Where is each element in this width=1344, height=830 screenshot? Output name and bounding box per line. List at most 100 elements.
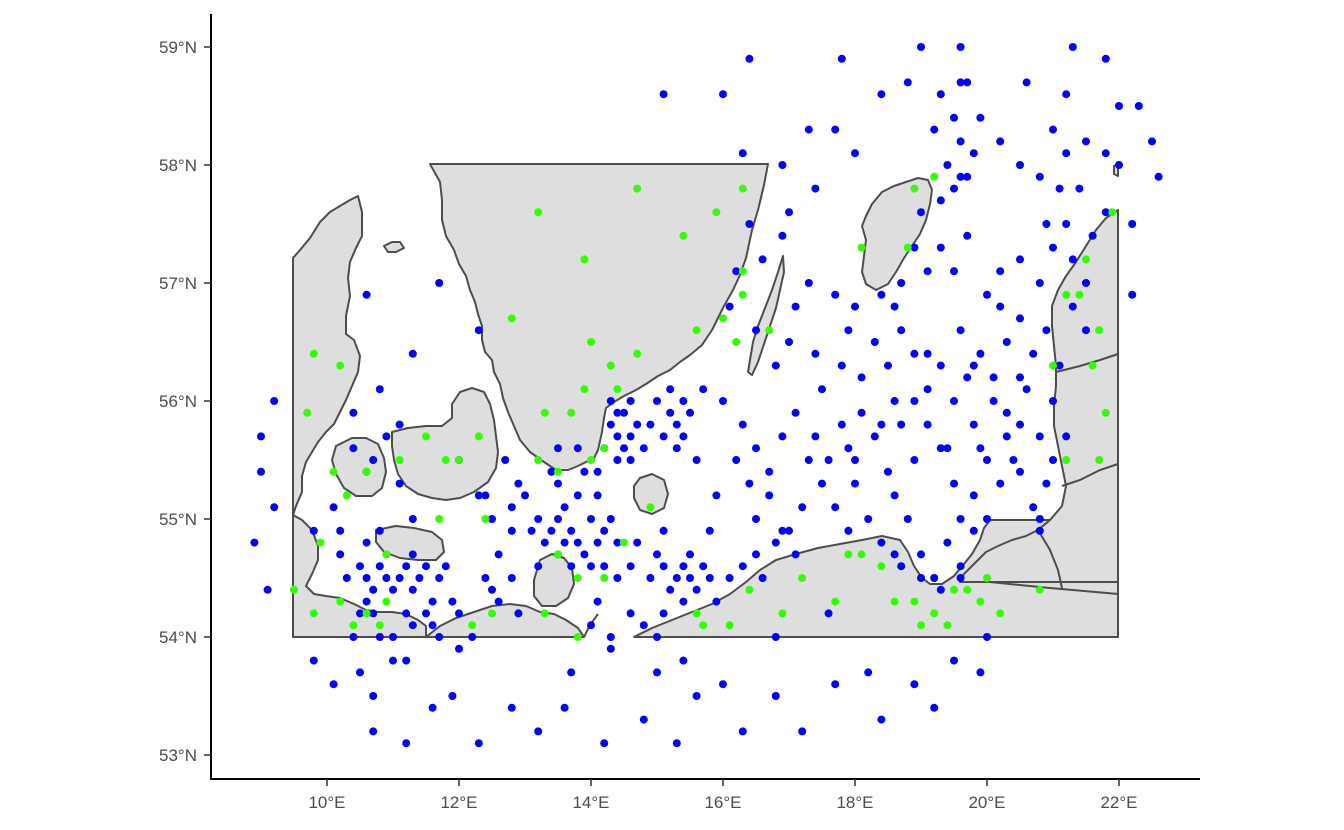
sample-point xyxy=(692,326,701,335)
sample-point xyxy=(778,432,787,441)
sample-point xyxy=(1016,255,1024,264)
sample-point xyxy=(441,562,450,571)
sample-point xyxy=(844,526,853,535)
sample-point xyxy=(1068,302,1077,311)
sample-point xyxy=(963,585,972,594)
border-latvia-lithuania-south xyxy=(1061,463,1119,487)
sample-point xyxy=(672,420,681,429)
sample-point xyxy=(897,562,906,571)
sample-point xyxy=(870,338,879,346)
sample-point xyxy=(488,515,496,523)
sample-point xyxy=(719,680,727,689)
sample-point xyxy=(468,621,477,630)
sample-point xyxy=(936,444,945,453)
sample-point xyxy=(725,621,734,630)
sample-point xyxy=(573,633,582,641)
sample-point xyxy=(923,267,932,276)
sample-point xyxy=(626,562,635,571)
sample-point xyxy=(844,444,853,453)
sample-point xyxy=(798,503,807,512)
sample-point xyxy=(1022,385,1031,394)
border-kaliningrad xyxy=(1037,529,1063,589)
sample-point xyxy=(573,538,582,547)
y-tick-label: 55°N xyxy=(159,510,197,529)
y-tick-label: 56°N xyxy=(159,392,197,411)
sample-point xyxy=(567,668,576,677)
sample-point xyxy=(771,538,780,547)
sample-point xyxy=(382,597,391,606)
sample-point xyxy=(917,574,925,582)
sample-point xyxy=(930,574,939,582)
sample-point xyxy=(890,397,899,405)
sample-point xyxy=(903,243,912,252)
sample-point xyxy=(428,703,437,712)
sample-point xyxy=(540,538,549,547)
sample-point xyxy=(956,562,965,571)
sample-point xyxy=(771,692,780,700)
sample-point xyxy=(600,444,609,453)
sample-point xyxy=(765,326,774,335)
border-kaliningrad-lithuania xyxy=(989,581,1119,595)
x-tick-label: 12°E xyxy=(440,793,477,812)
sample-point xyxy=(422,562,430,571)
southern-coast-landmass xyxy=(292,514,427,638)
sample-point xyxy=(573,574,582,582)
sample-point xyxy=(923,420,932,429)
sample-point xyxy=(250,538,259,547)
sample-point xyxy=(653,550,661,559)
y-tick-label: 53°N xyxy=(159,746,197,765)
sample-point xyxy=(758,574,767,582)
sample-point xyxy=(514,609,523,618)
sample-point xyxy=(903,515,912,523)
sample-point xyxy=(666,385,675,394)
sample-point xyxy=(712,208,721,217)
sample-point xyxy=(349,444,358,453)
sample-point xyxy=(455,456,463,464)
sample-point xyxy=(983,633,991,641)
sample-point xyxy=(507,503,516,512)
sample-point xyxy=(435,279,444,287)
sample-point xyxy=(996,302,1005,311)
sample-point xyxy=(316,538,325,547)
sample-point xyxy=(1134,102,1143,110)
sample-point xyxy=(752,550,760,559)
sample-point xyxy=(428,597,437,606)
sample-point xyxy=(1049,125,1057,134)
sample-point xyxy=(1029,349,1038,358)
sample-point xyxy=(804,279,813,287)
sample-point xyxy=(587,562,595,571)
sample-point xyxy=(910,397,919,405)
y-tick-label: 58°N xyxy=(159,156,197,175)
sample-point xyxy=(547,467,556,476)
sample-point xyxy=(653,633,661,641)
sample-point xyxy=(778,231,787,240)
sample-point xyxy=(356,668,364,677)
sample-point xyxy=(600,574,609,582)
sample-point xyxy=(257,432,265,441)
sample-point xyxy=(910,680,919,689)
sample-point xyxy=(824,609,833,618)
sample-point xyxy=(976,597,985,606)
sample-point xyxy=(1042,326,1051,335)
sample-point xyxy=(580,550,589,559)
sample-point xyxy=(686,408,694,417)
sample-point xyxy=(831,597,840,606)
sample-point xyxy=(851,149,859,158)
sample-point xyxy=(752,444,760,453)
sample-point xyxy=(791,550,800,559)
sample-point xyxy=(1095,326,1104,335)
sample-point xyxy=(811,184,820,193)
sample-point xyxy=(956,326,965,335)
sample-point xyxy=(956,137,965,146)
sample-point xyxy=(778,526,787,535)
sample-point xyxy=(659,609,668,618)
sample-point xyxy=(1148,137,1156,146)
sample-point xyxy=(349,633,358,641)
baltic-states-landmass xyxy=(959,209,1119,583)
sample-point xyxy=(402,562,411,571)
sample-point xyxy=(639,621,648,630)
sample-point xyxy=(580,385,589,394)
sample-point xyxy=(910,349,919,358)
y-axis-ticks: 53°N 54°N 55°N 56°N 57°N 58°N 59°N xyxy=(159,38,211,765)
